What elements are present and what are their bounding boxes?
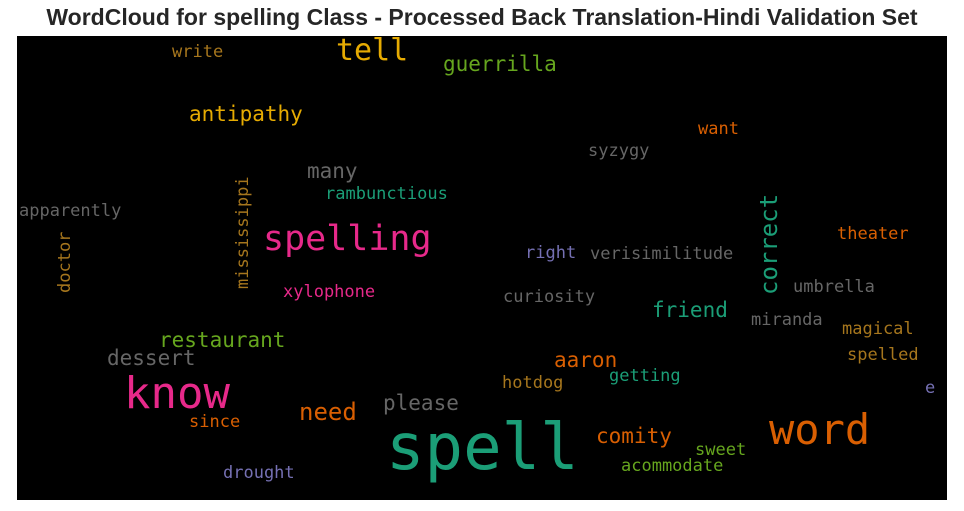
word-antipathy: antipathy [189,102,303,126]
word-please: please [383,391,459,415]
word-e: e [925,378,936,398]
word-acommodate: acommodate [621,456,724,476]
word-aaron: aaron [554,348,618,372]
word-drought: drought [223,463,295,483]
word-need: need [299,398,357,426]
word-mississippi: mississippi [233,176,253,289]
word-friend: friend [652,298,728,322]
word-comity: comity [596,424,672,448]
word-cloud: spell know word spelling tell correct need guer… [17,36,947,500]
word-word: word [769,405,871,454]
word-miranda: miranda [751,310,823,330]
word-right: right [525,243,577,263]
word-hotdog: hotdog [502,373,564,393]
word-syzygy: syzygy [588,141,650,161]
word-restaurant: restaurant [159,328,286,352]
word-spelled: spelled [847,345,919,365]
word-magical: magical [842,319,914,339]
word-many: many [307,159,358,183]
word-apparently: apparently [19,201,122,221]
word-curiosity: curiosity [503,287,596,307]
word-since: since [189,412,241,432]
word-theater: theater [837,224,909,244]
word-dessert: dessert [107,346,196,370]
word-tell: tell [336,36,409,68]
word-guerrilla: guerrilla [443,52,557,76]
word-correct: correct [755,193,783,295]
word-doctor: doctor [55,231,75,293]
word-spelling: spelling [263,219,432,259]
word-want: want [698,119,739,139]
word-write: write [172,42,224,62]
word-xylophone: xylophone [283,282,376,302]
word-getting: getting [609,366,681,386]
word-sweet: sweet [695,440,747,460]
word-umbrella: umbrella [793,277,875,297]
chart-title: WordCloud for spelling Class - Processed… [46,4,918,30]
word-spell: spell [386,411,579,485]
word-know: know [124,368,230,419]
word-verisimilitude: verisimilitude [590,244,734,264]
word-rambunctious: rambunctious [325,184,448,204]
